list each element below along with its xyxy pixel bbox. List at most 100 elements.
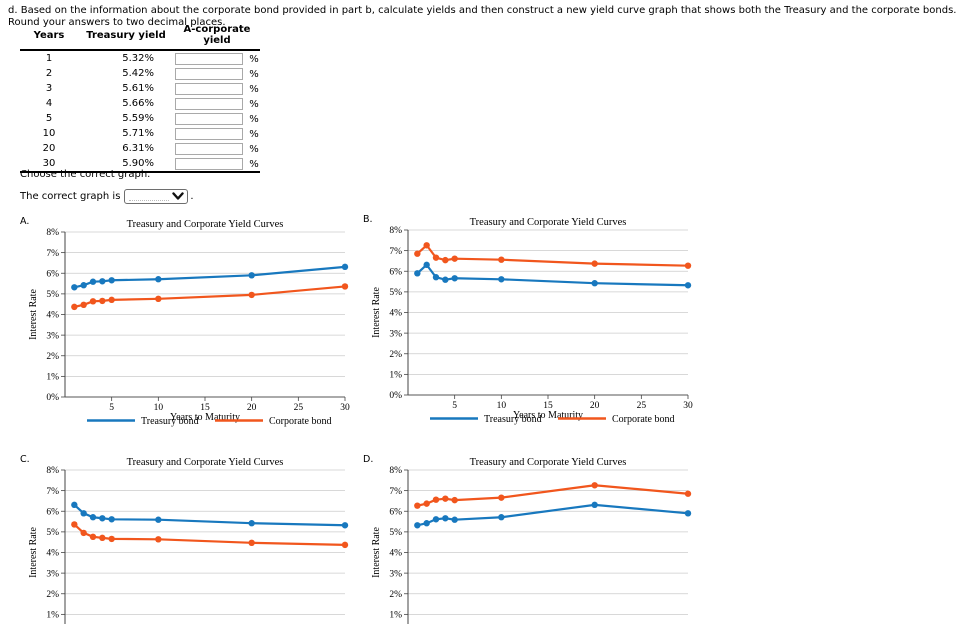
chevron-down-icon xyxy=(172,192,185,200)
data-point-marker xyxy=(248,539,255,547)
corporate-yield-input[interactable] xyxy=(175,112,243,125)
corporate-yield-input[interactable] xyxy=(175,142,243,155)
data-point-marker xyxy=(432,274,440,281)
choose-graph-instruction: Choose the correct graph. xyxy=(20,169,151,180)
yield-table: Years Treasury yield A-corporate yield 1… xyxy=(20,24,260,173)
y-tick-label: 6% xyxy=(46,269,59,279)
data-point-marker xyxy=(684,262,692,269)
chart-option-label-b: B. xyxy=(363,214,373,225)
y-tick-label: 4% xyxy=(389,549,402,559)
column-header-years: Years xyxy=(20,24,78,51)
data-point-marker xyxy=(155,536,162,543)
y-axis-title: Interest Rate xyxy=(371,527,382,578)
y-tick-label: 3% xyxy=(389,329,402,339)
data-point-marker xyxy=(341,522,349,529)
graph-select-dropdown[interactable] xyxy=(124,189,189,204)
corporate-yield-cell: % xyxy=(174,81,260,96)
series-line xyxy=(73,523,346,546)
corporate-yield-input[interactable] xyxy=(175,97,243,110)
percent-suffix: % xyxy=(249,68,259,80)
corporate-yield-input[interactable] xyxy=(175,67,243,80)
years-cell: 1 xyxy=(45,53,53,64)
data-point-marker xyxy=(591,501,598,509)
corporate-yield-input[interactable] xyxy=(175,127,243,140)
x-tick-label: 10 xyxy=(497,401,507,411)
y-tick-label: 7% xyxy=(389,487,402,497)
data-point-marker xyxy=(414,522,421,529)
answer-sentence: The correct graph is . xyxy=(20,189,194,204)
data-point-marker xyxy=(498,514,505,521)
treasury-yield-cell: 5.42% xyxy=(122,68,154,79)
legend-corporate-label: Corporate bond xyxy=(612,414,675,425)
chart-option-d: D. Treasury and Corporate Yield Curves0%… xyxy=(361,448,706,624)
treasury-yield-cell: 5.59% xyxy=(122,113,154,124)
corporate-yield-cell: % xyxy=(174,126,260,141)
data-point-marker xyxy=(432,516,440,523)
y-tick-label: 5% xyxy=(389,528,402,538)
x-tick-label: 30 xyxy=(340,403,350,413)
series-line xyxy=(74,285,346,308)
data-point-marker xyxy=(71,501,78,509)
chart-option-c: C. Treasury and Corporate Yield Curves0%… xyxy=(18,448,363,624)
series-line xyxy=(73,504,346,527)
data-point-marker xyxy=(341,283,349,290)
y-tick-label: 5% xyxy=(389,288,402,298)
data-point-marker xyxy=(684,490,692,497)
treasury-yield-cell: 5.71% xyxy=(122,128,154,139)
x-axis-title: Years to Maturity xyxy=(513,410,583,421)
chart-option-b: B. Treasury and Corporate Yield Curves 0%… xyxy=(361,208,706,440)
series-line xyxy=(416,244,689,267)
y-tick-label: 2% xyxy=(46,590,59,600)
years-cell: 30 xyxy=(42,158,56,169)
y-tick-label: 6% xyxy=(46,507,59,517)
data-point-marker xyxy=(498,276,505,283)
y-tick-label: 4% xyxy=(389,309,402,319)
data-point-marker xyxy=(80,510,87,517)
data-point-marker xyxy=(423,500,430,507)
table-header-row: Years Treasury yield A-corporate yield xyxy=(20,24,260,51)
answer-suffix: . xyxy=(190,191,194,202)
treasury-yield-cell: 5.90% xyxy=(122,158,154,169)
series-line xyxy=(417,484,689,507)
y-tick-label: 8% xyxy=(389,226,402,236)
x-axis-title: Years to Maturity xyxy=(170,412,240,423)
x-tick-label: 20 xyxy=(247,403,257,413)
treasury-yield-cell: 5.61% xyxy=(122,83,154,94)
data-point-marker xyxy=(155,516,162,523)
yield-curve-chart-c: Treasury and Corporate Yield Curves0%1%2… xyxy=(28,457,349,624)
data-point-marker xyxy=(591,280,598,287)
corporate-yield-input[interactable] xyxy=(175,82,243,95)
percent-suffix: % xyxy=(249,83,259,95)
data-point-marker xyxy=(684,282,692,289)
data-point-marker xyxy=(423,261,430,269)
data-point-marker xyxy=(451,255,458,262)
y-tick-label: 4% xyxy=(46,311,59,321)
data-point-marker xyxy=(71,521,78,528)
corporate-yield-cell: % xyxy=(174,141,260,156)
chart-title: Treasury and Corporate Yield Curves xyxy=(470,457,627,468)
years-cell: 4 xyxy=(45,98,53,109)
data-point-marker xyxy=(341,263,349,271)
corporate-yield-input[interactable] xyxy=(175,157,243,170)
chart-option-label-d: D. xyxy=(363,454,374,465)
data-point-marker xyxy=(684,510,692,517)
blank-selection-line xyxy=(129,200,170,201)
data-point-marker xyxy=(99,534,106,542)
question-text: d. Based on the information about the co… xyxy=(8,5,957,28)
series-line xyxy=(416,263,689,287)
table-row: 4 5.66% % xyxy=(20,96,260,111)
corporate-yield-cell: % xyxy=(174,96,260,111)
data-point-marker xyxy=(423,520,430,527)
percent-suffix: % xyxy=(249,158,259,170)
data-point-marker xyxy=(89,278,97,285)
data-point-marker xyxy=(155,276,162,283)
x-tick-label: 5 xyxy=(109,403,114,413)
y-tick-label: 3% xyxy=(46,569,59,579)
data-point-marker xyxy=(99,278,106,285)
corporate-yield-cell: % xyxy=(174,111,260,126)
data-point-marker xyxy=(498,256,505,263)
corporate-yield-input[interactable] xyxy=(175,52,243,65)
data-point-marker xyxy=(414,270,421,277)
column-header-corporate-yield: A-corporate yield xyxy=(174,24,260,51)
